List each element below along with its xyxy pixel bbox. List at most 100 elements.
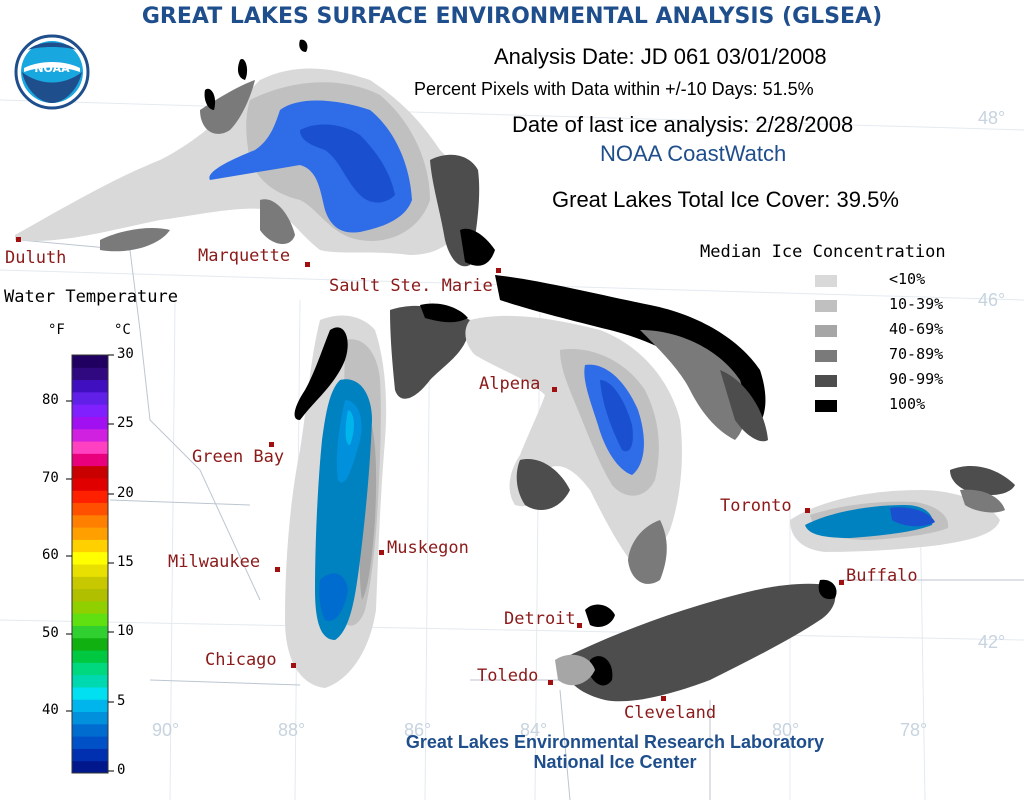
- temperature-color-step: [72, 600, 108, 614]
- temperature-color-step: [72, 650, 108, 663]
- f-tick: 50: [42, 625, 59, 641]
- lat-label: 42°: [978, 632, 1006, 652]
- temperature-legend-title: Water Temperature: [4, 287, 178, 307]
- temperature-color-step: [72, 736, 108, 749]
- city-label-toledo: Toledo: [477, 666, 539, 686]
- ice-legend-label: 100%: [889, 395, 926, 413]
- ice-legend-swatch: [815, 300, 837, 312]
- ice-legend-label: 10-39%: [889, 295, 944, 313]
- f-tick: 40: [42, 702, 59, 718]
- temperature-color-step: [72, 367, 108, 381]
- temperature-color-step: [72, 613, 108, 626]
- temperature-color-step: [72, 686, 108, 700]
- ice-legend-swatch: [815, 325, 837, 337]
- unit-celsius: °C: [114, 322, 131, 338]
- temperature-color-step: [72, 699, 108, 713]
- ice-legend-swatch: [815, 350, 837, 362]
- temperature-color-step: [72, 477, 108, 491]
- ice-legend-swatches: [815, 275, 837, 412]
- ice-legend-swatch: [815, 400, 837, 412]
- lon-label: 78°: [900, 720, 928, 740]
- ice-legend-label: 40-69%: [889, 320, 944, 338]
- temperature-color-step: [72, 551, 108, 565]
- ice-legend-swatch: [815, 375, 837, 387]
- temperature-color-step: [72, 760, 108, 774]
- city-label-cleveland: Cleveland: [624, 703, 717, 723]
- page-title: GREAT LAKES SURFACE ENVIRONMENTAL ANALYS…: [141, 4, 883, 29]
- temperature-color-step: [72, 441, 108, 454]
- svg-text:NOAA: NOAA: [34, 62, 70, 75]
- c-tick: 15: [117, 554, 134, 570]
- temperature-color-step: [72, 514, 108, 528]
- ice-legend-swatch: [815, 275, 837, 287]
- temperature-color-step: [72, 391, 108, 405]
- city-label-alpena: Alpena: [479, 374, 541, 394]
- c-tick: 10: [117, 623, 134, 639]
- ice-legend-label: 70-89%: [889, 345, 944, 363]
- temperature-color-step: [72, 662, 108, 676]
- c-tick: 30: [117, 346, 134, 362]
- temperature-ticks: [66, 354, 114, 772]
- city-label-sault-ste-marie: Sault Ste. Marie: [329, 276, 493, 296]
- temperature-color-step: [72, 490, 108, 504]
- temperature-color-step: [72, 576, 108, 590]
- city-label-marquette: Marquette: [198, 246, 291, 266]
- temperature-color-step: [72, 588, 108, 602]
- temperature-color-step: [72, 453, 108, 467]
- city-label-toronto: Toronto: [720, 496, 792, 516]
- temperature-color-step: [72, 674, 108, 688]
- last-ice-date: Date of last ice analysis: 2/28/2008: [512, 112, 854, 137]
- ice-legend-title: Median Ice Concentration: [700, 242, 946, 262]
- temperature-color-step: [72, 723, 108, 737]
- unit-fahrenheit: °F: [48, 322, 65, 338]
- north-channel: [495, 275, 766, 430]
- source-label: NOAA CoastWatch: [600, 141, 787, 166]
- city-label-buffalo: Buffalo: [846, 566, 918, 586]
- temperature-color-step: [72, 379, 108, 393]
- temperature-color-bar: [71, 354, 109, 774]
- lon-label: 80°: [772, 720, 800, 740]
- temperature-color-step: [72, 355, 108, 368]
- c-tick: 25: [117, 415, 134, 431]
- lake-michigan: [285, 303, 470, 688]
- lake-ontario: [790, 465, 1015, 552]
- lon-label: 84°: [520, 720, 548, 740]
- ice-legend-label: <10%: [889, 270, 926, 288]
- city-label-detroit: Detroit: [504, 609, 576, 629]
- city-markers: [16, 237, 844, 701]
- city-label-milwaukee: Milwaukee: [168, 552, 261, 572]
- f-tick: 60: [42, 547, 59, 563]
- temperature-bar-frame: [71, 354, 109, 774]
- lake-huron: [465, 315, 768, 584]
- c-tick: 20: [117, 485, 134, 501]
- c-tick: 5: [117, 693, 126, 709]
- lake-superior: [15, 39, 495, 267]
- analysis-date: Analysis Date: JD 061 03/01/2008: [494, 44, 827, 69]
- lon-label: 90°: [152, 720, 180, 740]
- temperature-color-step: [72, 625, 108, 639]
- city-label-muskegon: Muskegon: [387, 538, 469, 558]
- temperature-color-step: [72, 428, 108, 442]
- c-tick: 0: [117, 762, 126, 778]
- ice-legend-label: 90-99%: [889, 370, 944, 388]
- temperature-color-step: [72, 404, 108, 417]
- f-tick: 80: [42, 392, 59, 408]
- temperature-color-step: [72, 465, 108, 479]
- f-tick: 70: [42, 470, 59, 486]
- lon-label: 86°: [404, 720, 432, 740]
- lake-erie: [555, 579, 837, 702]
- lon-label: 88°: [278, 720, 306, 740]
- temperature-color-step: [72, 748, 108, 762]
- temperature-color-step: [72, 527, 108, 540]
- temperature-color-step: [72, 711, 108, 725]
- lat-label: 46°: [978, 290, 1006, 310]
- city-label-green-bay: Green Bay: [192, 447, 285, 467]
- city-label-chicago: Chicago: [205, 650, 277, 670]
- noaa-logo: NOAA: [14, 34, 90, 110]
- percent-pixels: Percent Pixels with Data within +/-10 Da…: [414, 79, 814, 99]
- temperature-color-step: [72, 539, 108, 553]
- temperature-color-step: [72, 637, 108, 651]
- temperature-color-step: [72, 564, 108, 577]
- city-label-duluth: Duluth: [5, 248, 67, 268]
- temperature-color-step: [72, 502, 108, 516]
